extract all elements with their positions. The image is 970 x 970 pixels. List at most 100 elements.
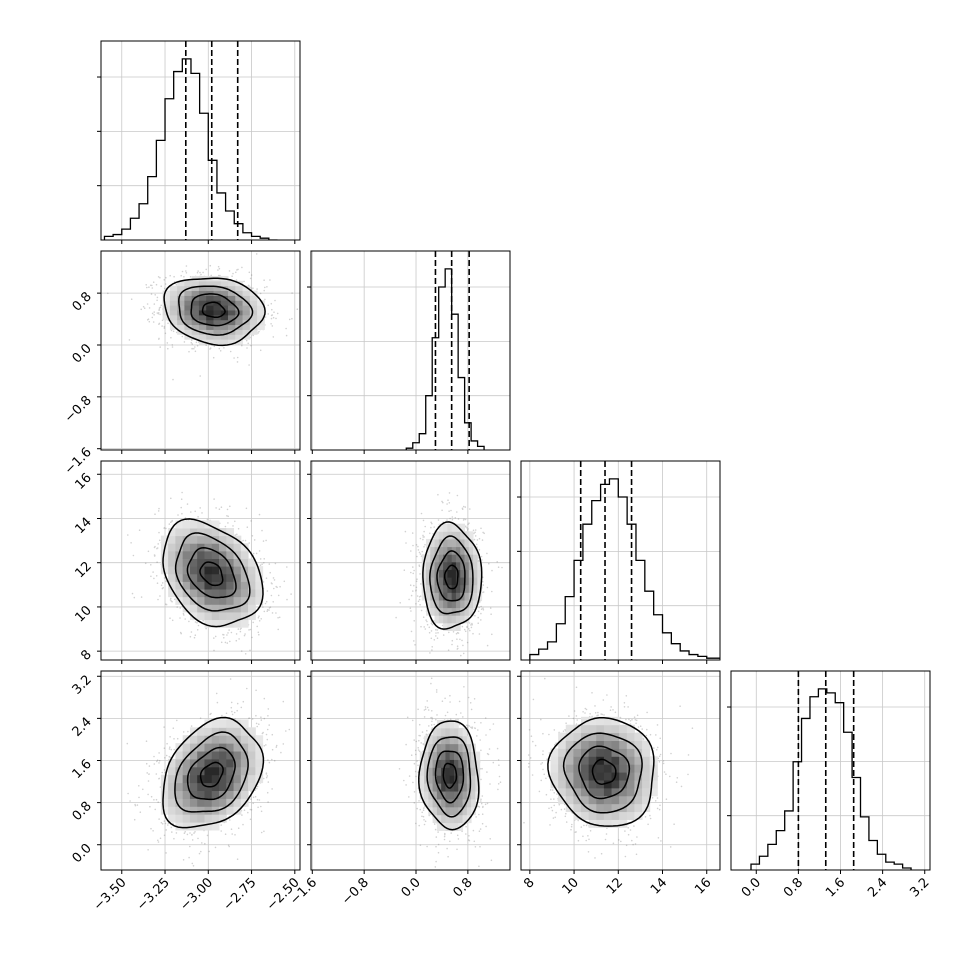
density-cell <box>233 782 242 792</box>
x-tick-label: 12 <box>604 875 626 897</box>
density-cell <box>240 619 249 628</box>
density-cell <box>226 719 235 728</box>
density-cell <box>249 305 258 311</box>
density-cell <box>219 751 227 760</box>
density-cell <box>191 324 200 330</box>
density-cell <box>211 619 220 628</box>
density-cell <box>573 772 582 781</box>
density-cell <box>619 819 628 828</box>
density-cell <box>603 779 613 789</box>
density-cell <box>445 719 451 729</box>
density-cell <box>182 558 191 567</box>
density-cell <box>477 569 483 578</box>
density-cell <box>565 756 574 765</box>
density-cell <box>428 743 434 753</box>
density-cell <box>169 319 178 326</box>
density-cell <box>226 596 235 605</box>
density-cell <box>581 772 590 781</box>
density-cell <box>168 543 176 552</box>
density-cell <box>458 791 464 800</box>
density-cell <box>220 290 229 296</box>
density-cell <box>565 795 574 805</box>
density-cell <box>233 581 242 590</box>
density-cell <box>255 573 264 582</box>
density-cell <box>249 295 258 301</box>
density-cell <box>462 767 468 776</box>
density-cell <box>611 795 620 805</box>
density-cell <box>603 772 613 781</box>
density-cell <box>177 309 185 316</box>
density-cell <box>642 764 651 773</box>
density-cell <box>249 314 258 321</box>
density-cell <box>460 523 465 532</box>
density-cell <box>211 604 220 613</box>
density-cell <box>441 751 446 760</box>
density-cell <box>434 599 440 609</box>
contour-line <box>190 293 240 327</box>
density-cell <box>432 751 438 760</box>
density-cell <box>233 735 242 744</box>
density-cell <box>441 743 446 753</box>
density-cell <box>573 748 582 757</box>
contour-line <box>163 277 266 347</box>
density-cell <box>182 527 191 537</box>
density-cell <box>603 787 613 797</box>
density-cell <box>464 599 470 609</box>
density-cell <box>226 573 235 582</box>
joint-density <box>395 492 503 657</box>
density-cell <box>626 732 635 741</box>
density-cell <box>197 743 205 752</box>
density-cell <box>197 782 205 792</box>
density-cell <box>226 751 235 760</box>
density-cell <box>226 543 235 552</box>
x-tick-label: −3.25 <box>134 875 173 914</box>
density-cell <box>226 727 235 736</box>
density-cell <box>619 748 628 757</box>
density-cell <box>471 775 476 784</box>
density-cell <box>455 538 461 548</box>
density-cell <box>477 584 483 593</box>
density-cell <box>169 285 178 292</box>
density-cell <box>206 324 214 330</box>
density-cell <box>458 759 464 768</box>
density-cell <box>443 622 448 631</box>
density-cell <box>460 615 465 624</box>
joint-density <box>127 491 292 655</box>
histogram-step <box>405 268 485 450</box>
density-cell <box>430 599 436 609</box>
density-cell <box>596 819 605 828</box>
density-cell <box>175 566 184 575</box>
histogram-step <box>103 58 278 240</box>
marginal-histogram-0 <box>97 40 301 244</box>
y-tick-label: 8 <box>78 647 94 663</box>
density-cell <box>424 759 429 768</box>
density-cell <box>228 309 236 316</box>
density-cell <box>182 782 191 792</box>
density-cell <box>169 305 178 311</box>
density-cell <box>189 543 198 552</box>
density-cell <box>175 535 184 544</box>
contour-line <box>201 301 226 319</box>
joint-panel-1-2 <box>307 460 511 664</box>
density-cell <box>242 295 251 301</box>
density-cell <box>240 790 249 799</box>
density-cell <box>425 554 431 563</box>
density-cell <box>611 819 620 828</box>
density-cell <box>436 814 442 824</box>
density-cell <box>466 806 472 816</box>
density-cell <box>477 577 483 586</box>
density-cell <box>603 795 613 805</box>
density-cell <box>213 324 222 330</box>
density-cell <box>197 735 205 744</box>
density-cell <box>182 766 191 776</box>
density-cell <box>449 775 455 784</box>
contour-line <box>436 550 466 602</box>
density-cell <box>175 798 184 807</box>
density-cell <box>198 280 207 287</box>
density-cell <box>255 735 264 744</box>
density-cell <box>432 727 438 737</box>
density-cell <box>451 599 457 609</box>
density-cell <box>189 774 198 784</box>
density-cell <box>603 803 613 813</box>
density-cell <box>160 558 169 567</box>
